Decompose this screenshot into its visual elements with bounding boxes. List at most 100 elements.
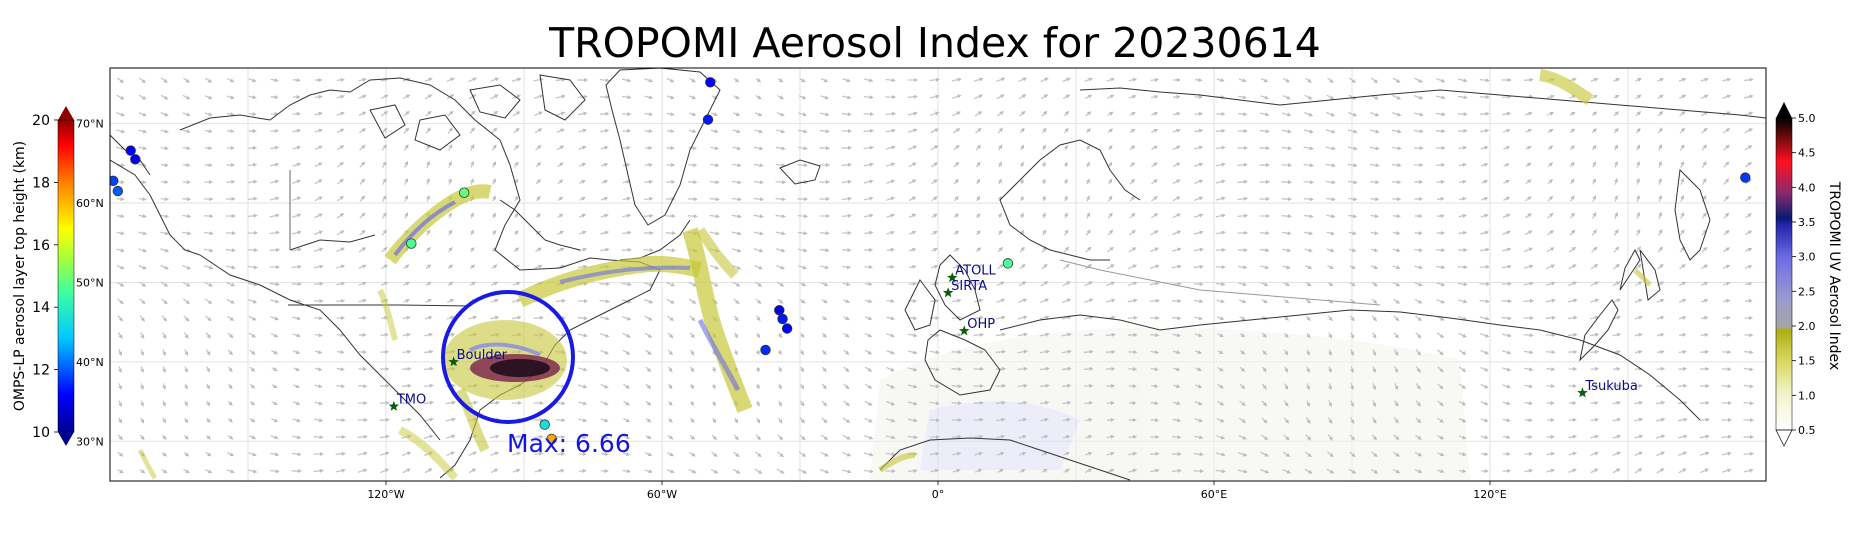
wind-arrow (269, 196, 280, 201)
wind-arrow (1371, 248, 1379, 253)
wind-arrow (425, 127, 431, 134)
right-tick-label: 1.5 (1798, 355, 1816, 368)
wind-arrow (1128, 94, 1137, 99)
wind-arrow (644, 112, 654, 117)
wind-arrow (1127, 315, 1138, 320)
left-colorbar: 10 12 14 16 18 20 70°N 60°N 50°N 40°N 30°N OMPS-L… (12, 106, 104, 448)
wind-arrow (1613, 94, 1620, 99)
wind-arrow (644, 179, 654, 184)
wind-arrow (160, 214, 170, 219)
wind-arrow (402, 110, 410, 117)
wind-arrow (160, 281, 169, 287)
wind-arrow (1635, 94, 1642, 100)
wind-arrow (116, 214, 125, 219)
wind-arrow (731, 180, 742, 185)
wind-arrow (1041, 212, 1046, 219)
wind-arrow (600, 162, 609, 167)
wind-arrow (930, 145, 939, 151)
wind-arrow (1414, 248, 1424, 253)
wind-arrow (975, 144, 982, 151)
wind-arrow (1568, 246, 1577, 253)
wind-arrow (1547, 178, 1554, 185)
wind-arrow (1282, 248, 1292, 253)
wind-arrow (1042, 229, 1047, 236)
wind-arrow (1481, 179, 1489, 184)
wind-arrow (777, 95, 785, 100)
wind-arrow (1128, 77, 1138, 82)
wind-arrow (555, 333, 567, 338)
wind-arrow (1723, 178, 1730, 185)
wind-arrow (313, 264, 324, 269)
wind-arrow (863, 95, 874, 100)
wind-arrow (1348, 94, 1357, 100)
wind-arrow (1193, 196, 1204, 202)
right-tick-label: 3.0 (1798, 251, 1816, 264)
wind-arrow (1150, 77, 1160, 82)
wind-arrow (1458, 179, 1467, 184)
wind-arrow (1722, 264, 1731, 269)
wind-arrow (358, 77, 367, 82)
wind-arrow (1348, 231, 1357, 236)
wind-arrow (1370, 214, 1380, 219)
wind-arrow (314, 128, 323, 133)
wind-arrow (1215, 196, 1226, 201)
wind-arrow (116, 248, 125, 253)
wind-arrow (1325, 146, 1336, 151)
wind-arrow (1106, 417, 1115, 423)
lon-tick-label: 60°E (1201, 488, 1227, 501)
wind-arrow (1614, 144, 1619, 151)
wind-arrow (996, 110, 1004, 117)
wind-arrow (1172, 94, 1181, 100)
wind-arrow (160, 146, 169, 151)
wind-arrow (1744, 128, 1753, 134)
wind-arrow (885, 145, 896, 150)
wind-arrow (1150, 230, 1159, 236)
wind-arrow (314, 179, 323, 185)
wind-arrow (379, 417, 390, 422)
wind-arrow (1215, 179, 1226, 184)
wind-arrow (291, 264, 303, 269)
wind-arrow (291, 213, 302, 218)
wind-arrow (1369, 180, 1380, 185)
wind-arrow (797, 129, 808, 134)
wind-arrow (182, 231, 192, 236)
wind-arrow (292, 77, 301, 83)
wind-arrow (1237, 179, 1249, 184)
wind-arrow (1260, 95, 1270, 100)
wind-arrow (490, 281, 499, 286)
wind-arrow (1525, 179, 1532, 185)
wind-arrow (1592, 144, 1597, 151)
wind-arrow (775, 214, 787, 219)
wind-arrow (292, 162, 302, 167)
left-tick-label: 12 (32, 363, 50, 379)
wind-arrow (908, 213, 917, 218)
wind-arrow (269, 282, 280, 287)
wind-arrow (226, 128, 235, 134)
wind-arrow (381, 161, 387, 168)
wind-arrow (908, 264, 917, 269)
wind-arrow (974, 111, 983, 117)
wind-arrow (425, 264, 432, 270)
wind-arrow (1480, 162, 1489, 167)
wind-arrow (775, 146, 786, 151)
wind-arrow (1392, 265, 1401, 270)
wind-arrow (998, 229, 1003, 236)
wind-arrow (1194, 145, 1204, 150)
wind-arrow (601, 179, 609, 184)
wind-arrow (1525, 128, 1533, 133)
lat-label: 70°N (76, 118, 104, 131)
wind-arrow (1568, 264, 1577, 270)
right-tick-label: 0.5 (1798, 424, 1816, 437)
wind-arrow (1107, 111, 1114, 117)
wind-arrow (313, 247, 324, 252)
wind-arrow (1370, 231, 1379, 236)
wind-arrow (1083, 349, 1094, 354)
wind-arrow (1281, 129, 1292, 134)
lat-label: 60°N (76, 197, 104, 210)
wind-arrow (336, 111, 345, 116)
wind-arrow (1636, 177, 1641, 185)
wind-arrow (1635, 78, 1642, 82)
wind-arrow (952, 128, 961, 134)
wind-arrow (644, 95, 654, 100)
wind-arrow (203, 265, 214, 270)
